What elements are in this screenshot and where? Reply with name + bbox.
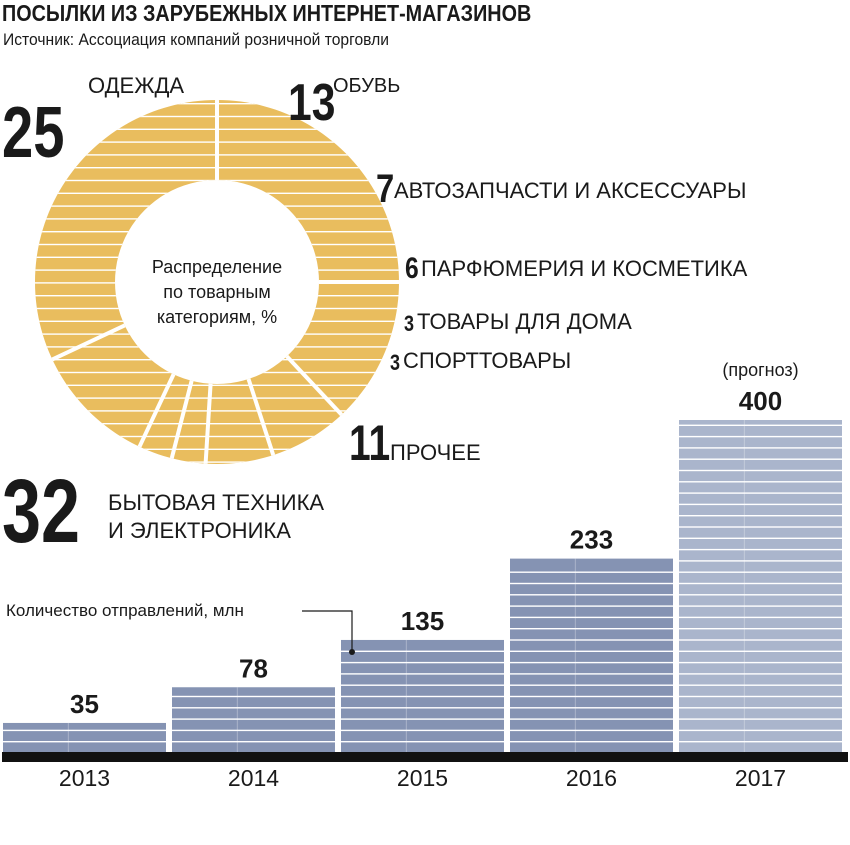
bar-2015: 135 2015 — [341, 606, 504, 791]
bar — [3, 722, 166, 752]
slice-separator — [168, 378, 195, 463]
x-tick-label: 2017 — [735, 765, 786, 791]
slice-separator — [245, 376, 277, 460]
slice-category-label: ПРОЧЕЕ — [390, 440, 481, 465]
slice-category-label: БЫТОВАЯ ТЕХНИКА — [108, 490, 324, 515]
slice-value-label: 25 — [2, 92, 64, 172]
slice-value-label: 3 — [404, 312, 414, 336]
slice-separator — [135, 371, 177, 452]
x-axis-baseline — [2, 752, 848, 762]
slice-separator — [47, 322, 128, 364]
slice-value-label: 32 — [2, 462, 80, 562]
slice-value-label: 13 — [288, 74, 335, 132]
bar-2013: 35 2013 — [3, 689, 166, 791]
donut-chart: Распределение по товарным категориям, % 25 О… — [2, 73, 748, 562]
x-tick-label: 2016 — [566, 765, 617, 791]
bar-chart: 35 2013 78 2014 135 2015 233 2016 400 2017 (прогно… — [2, 360, 848, 791]
bar — [510, 558, 673, 752]
donut-center-label: по товарным — [163, 282, 270, 302]
slice-category-label: СПОРТТОВАРЫ — [403, 348, 571, 373]
bar-value-label: 35 — [70, 689, 99, 719]
bar-value-label: 78 — [239, 653, 268, 683]
page-title: ПОСЫЛКИ ИЗ ЗАРУБЕЖНЫХ ИНТЕРНЕТ-МАГАЗИНОВ — [2, 0, 532, 26]
x-tick-label: 2014 — [228, 765, 279, 791]
forecast-annotation: (прогноз) — [722, 360, 798, 380]
callout-leader-line — [302, 610, 353, 650]
bar-2016: 233 2016 — [510, 525, 673, 791]
slice-category-label: И ЭЛЕКТРОНИКА — [108, 518, 291, 543]
slice-value-label: 3 — [390, 351, 400, 375]
slice-category-label: АВТОЗАПЧАСТИ И АКСЕССУАРЫ — [394, 178, 746, 203]
source-note: Источник: Ассоциация компаний розничной … — [3, 30, 389, 49]
slice-value-label: 6 — [405, 251, 419, 285]
bar-value-label: 400 — [739, 386, 782, 416]
slice-category-label: ОБУВЬ — [333, 75, 400, 97]
callout-dot — [349, 649, 355, 655]
slice-value-label: 11 — [349, 414, 390, 471]
bar-2014: 78 2014 — [172, 653, 335, 791]
slice-separator — [203, 381, 213, 464]
slice-category-label: ТОВАРЫ ДЛЯ ДОМА — [417, 309, 632, 334]
slice-value-label: 7 — [376, 166, 394, 211]
slice-separator — [283, 353, 346, 419]
slice-category-label: ПАРФЮМЕРИЯ И КОСМЕТИКА — [421, 256, 748, 281]
bar-2017: 400 2017 — [679, 386, 842, 791]
x-tick-label: 2013 — [59, 765, 110, 791]
donut-center-label: категориям, % — [157, 307, 277, 327]
bar-value-label: 135 — [401, 606, 444, 636]
x-tick-label: 2015 — [397, 765, 448, 791]
slice-category-label: ОДЕЖДА — [88, 73, 184, 98]
bar-axis-label: Количество отправлений, млн — [6, 601, 244, 620]
bar-value-label: 233 — [570, 525, 613, 555]
donut-center-label: Распределение — [152, 257, 282, 277]
